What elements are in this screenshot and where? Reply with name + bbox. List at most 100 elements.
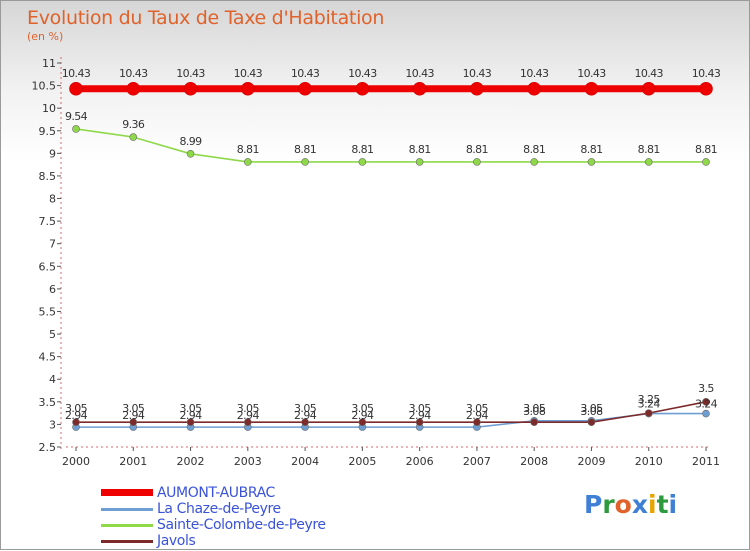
data-label: 8.81: [294, 143, 316, 156]
data-point: [415, 418, 424, 426]
x-tick-label: 2004: [291, 455, 319, 468]
legend-label: Sainte-Colombe-de-Peyre: [157, 517, 326, 533]
y-tick-label: 11: [42, 57, 56, 70]
x-tick-label: 2005: [348, 455, 376, 468]
x-tick-label: 2000: [62, 455, 90, 468]
y-tick-label: 3.5: [39, 396, 57, 409]
logo-letter: r: [602, 490, 615, 519]
x-tick-label: 2006: [406, 455, 434, 468]
data-point: [244, 418, 252, 426]
data-point: [126, 81, 141, 96]
logo-letter: i: [668, 490, 678, 519]
data-label: 9.36: [122, 118, 145, 131]
legend-item: La Chaze-de-Peyre: [101, 501, 361, 517]
data-label: 10.43: [463, 67, 492, 80]
legend-label: La Chaze-de-Peyre: [157, 501, 281, 517]
data-label: 2.94: [351, 409, 374, 422]
data-point: [301, 418, 309, 426]
y-tick-label: 7: [49, 238, 56, 251]
data-label: 8.81: [466, 143, 488, 156]
x-tick-label: 2002: [177, 455, 205, 468]
data-label: 3.05: [523, 402, 546, 415]
legend-swatch: [101, 489, 153, 496]
data-point: [72, 125, 80, 133]
data-label: 8.81: [695, 143, 717, 156]
data-point: [358, 418, 367, 426]
data-label: 8.81: [638, 143, 660, 156]
x-tick-label: 2007: [463, 455, 491, 468]
data-point: [699, 81, 713, 96]
data-point: [355, 81, 370, 96]
y-tick-label: 4: [49, 373, 56, 386]
y-tick-label: 6: [49, 283, 56, 296]
data-label: 8.99: [179, 135, 202, 148]
data-point: [530, 418, 538, 426]
legend: AUMONT-AUBRAC La Chaze-de-Peyre Sainte-C…: [101, 485, 361, 549]
data-point: [183, 81, 198, 96]
legend-label: AUMONT-AUBRAC: [157, 485, 275, 501]
logo-letter: x: [631, 490, 648, 519]
data-label: 3.05: [179, 402, 202, 415]
series-line: [75, 128, 706, 163]
proxiti-logo: Proxiti: [584, 490, 677, 519]
data-point: [584, 81, 599, 96]
data-label: 2.94: [122, 409, 145, 422]
data-label: 3.05: [466, 402, 489, 415]
y-tick-label: 10: [42, 102, 56, 115]
data-point: [470, 81, 484, 96]
legend-label: Javols: [157, 533, 196, 549]
data-label: 3.24: [695, 398, 718, 411]
legend-swatch: [101, 540, 153, 543]
data-point: [702, 398, 710, 406]
data-label: 3.08: [580, 405, 603, 418]
data-label: 10.43: [348, 67, 377, 80]
y-tick-label: 9.5: [39, 125, 57, 138]
y-tick-label: 9: [49, 147, 56, 160]
data-point: [530, 158, 538, 166]
data-point: [241, 81, 255, 96]
data-point: [301, 158, 309, 166]
data-point: [298, 81, 312, 96]
series-line: [76, 401, 707, 423]
data-point: [473, 158, 481, 166]
data-point: [644, 158, 653, 166]
data-label: 10.43: [577, 67, 606, 80]
legend-swatch: [101, 524, 153, 527]
data-label: 10.43: [234, 67, 263, 80]
data-point: [644, 409, 653, 417]
data-point: [587, 418, 596, 426]
y-tick-label: 8.5: [39, 170, 57, 183]
data-label: 3.05: [409, 402, 432, 415]
data-label: 10.43: [291, 67, 320, 80]
logo-letter: i: [648, 490, 657, 519]
data-point: [473, 418, 481, 426]
data-label: 8.81: [580, 143, 602, 156]
legend-swatch: [101, 508, 153, 511]
y-tick-label: 5: [49, 328, 56, 341]
y-tick-label: 8: [49, 193, 56, 206]
data-label: 10.43: [62, 67, 91, 80]
data-label: 10.43: [119, 67, 148, 80]
data-label: 3.5: [698, 382, 714, 395]
chart-title: Evolution du Taux de Taxe d'Habitation: [27, 7, 385, 29]
data-label: 10.43: [176, 67, 205, 80]
logo-letter: P: [584, 490, 603, 519]
data-label: 10.43: [405, 67, 434, 80]
y-tick-label: 10.5: [32, 80, 57, 93]
data-point: [186, 150, 195, 158]
x-tick-label: 2009: [577, 455, 605, 468]
data-point: [702, 158, 710, 166]
data-label: 8.81: [351, 143, 373, 156]
y-tick-label: 6.5: [39, 260, 57, 273]
data-point: [358, 158, 367, 166]
y-tick-label: 5.5: [39, 305, 57, 318]
data-label: 2.94: [65, 409, 88, 422]
data-point: [412, 81, 427, 96]
data-point: [587, 158, 596, 166]
data-label: 2.94: [179, 409, 202, 422]
data-label: 10.43: [520, 67, 549, 80]
data-label: 10.43: [692, 67, 721, 80]
data-point: [129, 418, 138, 426]
